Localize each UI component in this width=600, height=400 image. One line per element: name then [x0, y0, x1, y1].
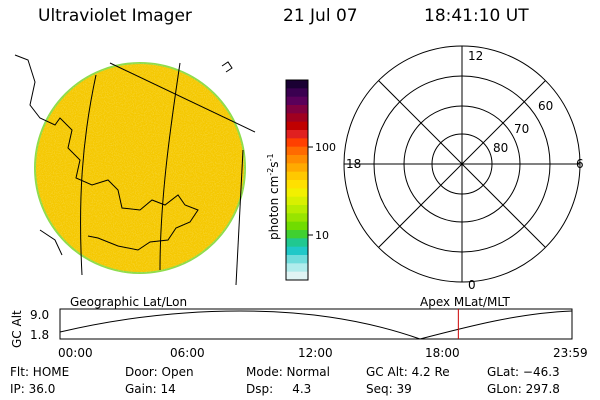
colorbar-cell — [286, 221, 308, 231]
colorbar-cell — [286, 213, 308, 223]
colorbar-cell — [286, 88, 308, 98]
mlat-label-80: 80 — [493, 141, 508, 155]
app-title: Ultraviolet Imager — [38, 6, 192, 26]
info-door: Door: Open — [125, 365, 194, 379]
coastline — [14, 54, 199, 251]
info-dsp: Dsp: 4.3 — [246, 382, 312, 396]
timeline-tick-1200: 12:00 — [298, 346, 333, 360]
colorbar-cell — [286, 205, 308, 214]
mlt-label-12: 12 — [468, 49, 483, 63]
info-glon: GLon: 297.8 — [487, 382, 560, 396]
latitude-line — [109, 62, 256, 133]
time-label: 18:41:10 UT — [424, 6, 529, 26]
colorbar-cell — [286, 263, 308, 273]
timeline-tick-2359: 23:59 — [553, 346, 588, 360]
colorbar-cell — [286, 180, 308, 189]
info-ip: IP: 36.0 — [10, 382, 56, 396]
info-flight: Flt: HOME — [10, 365, 70, 379]
colorbar-cell — [286, 171, 308, 181]
mlt-label-6: 6 — [576, 157, 584, 171]
colorbar-cell — [286, 121, 308, 131]
colorbar-cell — [286, 146, 308, 156]
colorbar-cell — [286, 196, 308, 206]
colorbar-cell — [286, 246, 308, 256]
colorbar-cell — [286, 230, 308, 239]
timeline-right-title: Apex MLat/MLT — [420, 295, 510, 309]
mlat-label-60: 60 — [538, 99, 553, 113]
coastline — [221, 61, 233, 73]
info-mode: Mode: Normal — [246, 365, 330, 379]
info-glat: GLat: −46.3 — [487, 365, 560, 379]
date-label: 21 Jul 07 — [283, 6, 358, 26]
timeline-ylabel: GC Alt — [10, 310, 24, 348]
altitude-curve — [59, 310, 573, 340]
info-seq: Seq: 39 — [366, 382, 412, 396]
colorbar-cell — [286, 188, 308, 198]
colorbar-cell — [286, 271, 308, 281]
colorbar-tick-100: 100 — [315, 141, 336, 154]
colorbar-cell — [286, 238, 308, 248]
timeline-tick-1800: 18:00 — [425, 346, 460, 360]
colorbar-cell — [286, 113, 308, 123]
colorbar-cell — [286, 255, 308, 264]
colorbar-cell — [286, 96, 308, 106]
timeline-left-title: Geographic Lat/Lon — [70, 295, 188, 309]
meridian-line — [159, 62, 181, 271]
coastline — [39, 229, 63, 256]
meridian-line — [80, 74, 97, 276]
colorbar-tick-10: 10 — [315, 229, 329, 242]
timeline-y-bottom: 1.8 — [30, 328, 49, 342]
timeline-tick-0600: 06:00 — [170, 346, 205, 360]
timeline-tick-0000: 00:00 — [58, 346, 93, 360]
colorbar-cell — [286, 80, 308, 89]
colorbar-unit-label: photon cm-2s-1 — [266, 153, 281, 240]
info-gain: Gain: 14 — [125, 382, 176, 396]
colorbar-cell — [286, 163, 308, 173]
meridian-line — [235, 149, 244, 286]
info-gc-alt: GC Alt: 4.2 Re — [366, 365, 450, 379]
mlt-label-0: 0 — [468, 278, 476, 292]
mlat-label-70: 70 — [514, 122, 529, 136]
colorbar-cell — [286, 130, 308, 139]
colorbar-cell — [286, 105, 308, 114]
timeline-y-top: 9.0 — [30, 308, 49, 322]
colorbar-cell — [286, 155, 308, 164]
mlt-label-18: 18 — [346, 157, 361, 171]
colorbar-cell — [286, 138, 308, 148]
